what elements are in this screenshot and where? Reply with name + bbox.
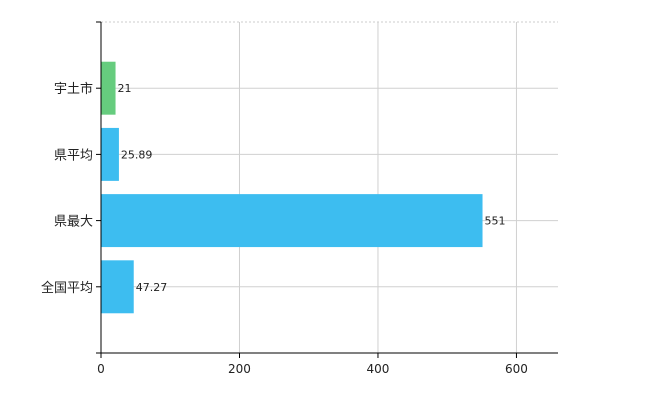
x-tick-label: 400 — [367, 362, 390, 376]
x-tick-label: 600 — [505, 362, 528, 376]
x-tick-label: 200 — [228, 362, 251, 376]
axes — [96, 21, 558, 358]
bars — [101, 61, 483, 314]
bar — [101, 127, 119, 181]
bar — [101, 260, 134, 314]
category-label: 全国平均 — [41, 280, 93, 296]
data-label: 25.89 — [121, 148, 153, 161]
x-tick-label: 0 — [97, 362, 105, 376]
data-label: 551 — [485, 215, 506, 228]
category-label: 県平均 — [54, 148, 93, 163]
data-label: 47.27 — [136, 281, 168, 294]
data-label: 21 — [118, 82, 132, 95]
bar — [101, 61, 116, 115]
category-label: 宇土市 — [54, 81, 93, 97]
category-label: 県最大 — [54, 215, 93, 230]
bar — [101, 194, 483, 248]
grid-lines — [101, 21, 558, 353]
